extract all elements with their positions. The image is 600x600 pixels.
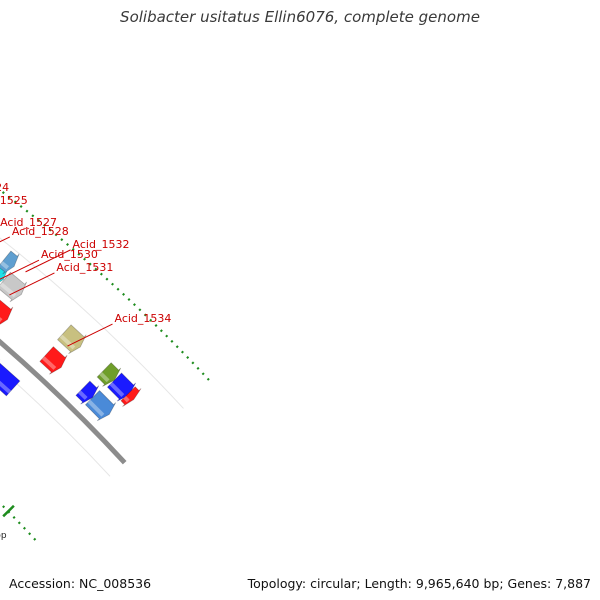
backbone-line	[0, 338, 127, 465]
gene-label[interactable]: Acid_1524	[0, 181, 9, 194]
genome-summary-text: Topology: circular; Length: 9,965,640 bp…	[247, 576, 591, 591]
guide-line	[0, 237, 184, 409]
leader-line	[25, 249, 71, 273]
label-leader-lines	[0, 236, 113, 347]
tick-ring	[0, 501, 39, 544]
scale-labels: 1864 kbp1866 kbp1868 kbp1870 kbp1872 kbp…	[0, 531, 7, 541]
gene-feature[interactable]	[39, 346, 68, 375]
gene-highlight	[87, 399, 105, 417]
gene-feature[interactable]	[96, 362, 122, 387]
gene-label[interactable]: Acid_1532	[73, 238, 130, 251]
gene-label[interactable]: Acid_1525	[0, 194, 28, 207]
genome-backbone	[0, 338, 127, 465]
gene-highlight	[109, 382, 125, 397]
gene-label[interactable]: Acid_1528	[12, 225, 69, 238]
major-tick	[2, 504, 15, 518]
gene-highlight	[123, 395, 130, 403]
gene-feature[interactable]	[75, 380, 100, 405]
gene-feature[interactable]	[0, 293, 14, 326]
gene-features	[0, 250, 142, 422]
genome-title: Solibacter usitatus Ellin6076, complete …	[120, 8, 480, 26]
gene-highlight	[0, 261, 10, 270]
gene-feature[interactable]	[57, 324, 87, 355]
leader-line	[0, 236, 11, 243]
gene-label[interactable]: Acid_1534	[114, 312, 171, 325]
leader-line	[67, 323, 113, 347]
gene-feature[interactable]	[120, 386, 142, 407]
gene-feature[interactable]	[0, 359, 21, 397]
leader-line	[9, 272, 55, 296]
tick-marks	[0, 188, 213, 544]
gene-highlight	[99, 372, 110, 383]
gene-feature[interactable]	[0, 250, 20, 275]
gene-label[interactable]: Acid_1527	[0, 216, 57, 229]
gene-label[interactable]: Acid_1530	[41, 248, 98, 261]
guide-line	[0, 367, 111, 477]
gene-highlight	[0, 380, 12, 394]
gene-labels: Acid_1522Acid_1524Acid_1525Acid_1527Acid…	[0, 181, 171, 325]
scale-label: 1886 kbp	[0, 531, 7, 541]
leader-line	[0, 259, 40, 280]
gene-highlight	[59, 334, 76, 350]
gene-highlight	[0, 317, 3, 323]
gene-highlight	[78, 390, 88, 400]
gene-label[interactable]: Acid_1531	[56, 261, 113, 274]
gene-highlight	[41, 356, 57, 370]
accession-text: Accession: NC_008536	[9, 576, 152, 591]
gene-feature[interactable]	[84, 389, 117, 422]
